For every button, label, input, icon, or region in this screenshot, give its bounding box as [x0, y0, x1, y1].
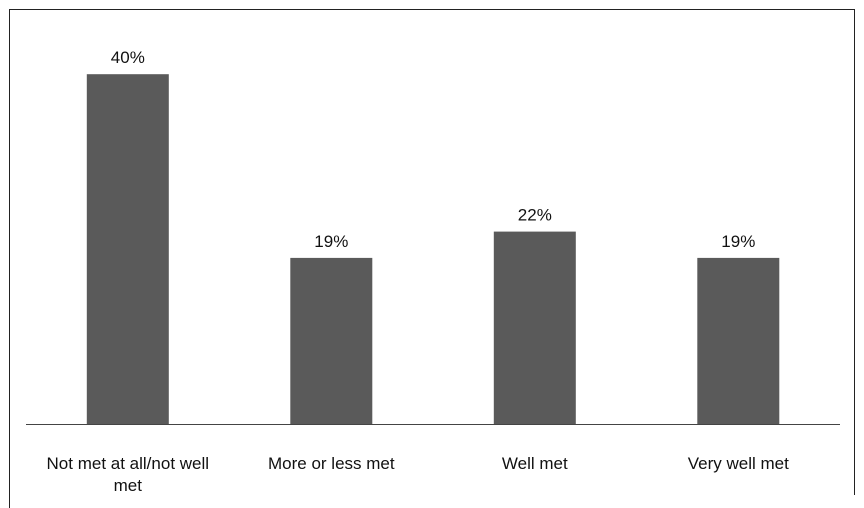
bar-0: [86, 74, 169, 424]
value-label-1: 19%: [314, 232, 348, 251]
bar-2: [493, 231, 576, 424]
category-label-0-line-1: met: [114, 476, 143, 495]
category-label-0-line-0: Not met at all/not well: [47, 454, 210, 473]
category-label-2: Well met: [502, 454, 568, 473]
bar-3: [697, 257, 780, 424]
bottom-mask: [0, 495, 864, 508]
category-label-1: More or less met: [268, 454, 395, 473]
bar-1: [290, 257, 373, 424]
value-label-0: 40%: [111, 48, 145, 67]
value-label-2: 22%: [518, 206, 552, 225]
category-label-3: Very well met: [688, 454, 789, 473]
value-label-3: 19%: [721, 232, 755, 251]
